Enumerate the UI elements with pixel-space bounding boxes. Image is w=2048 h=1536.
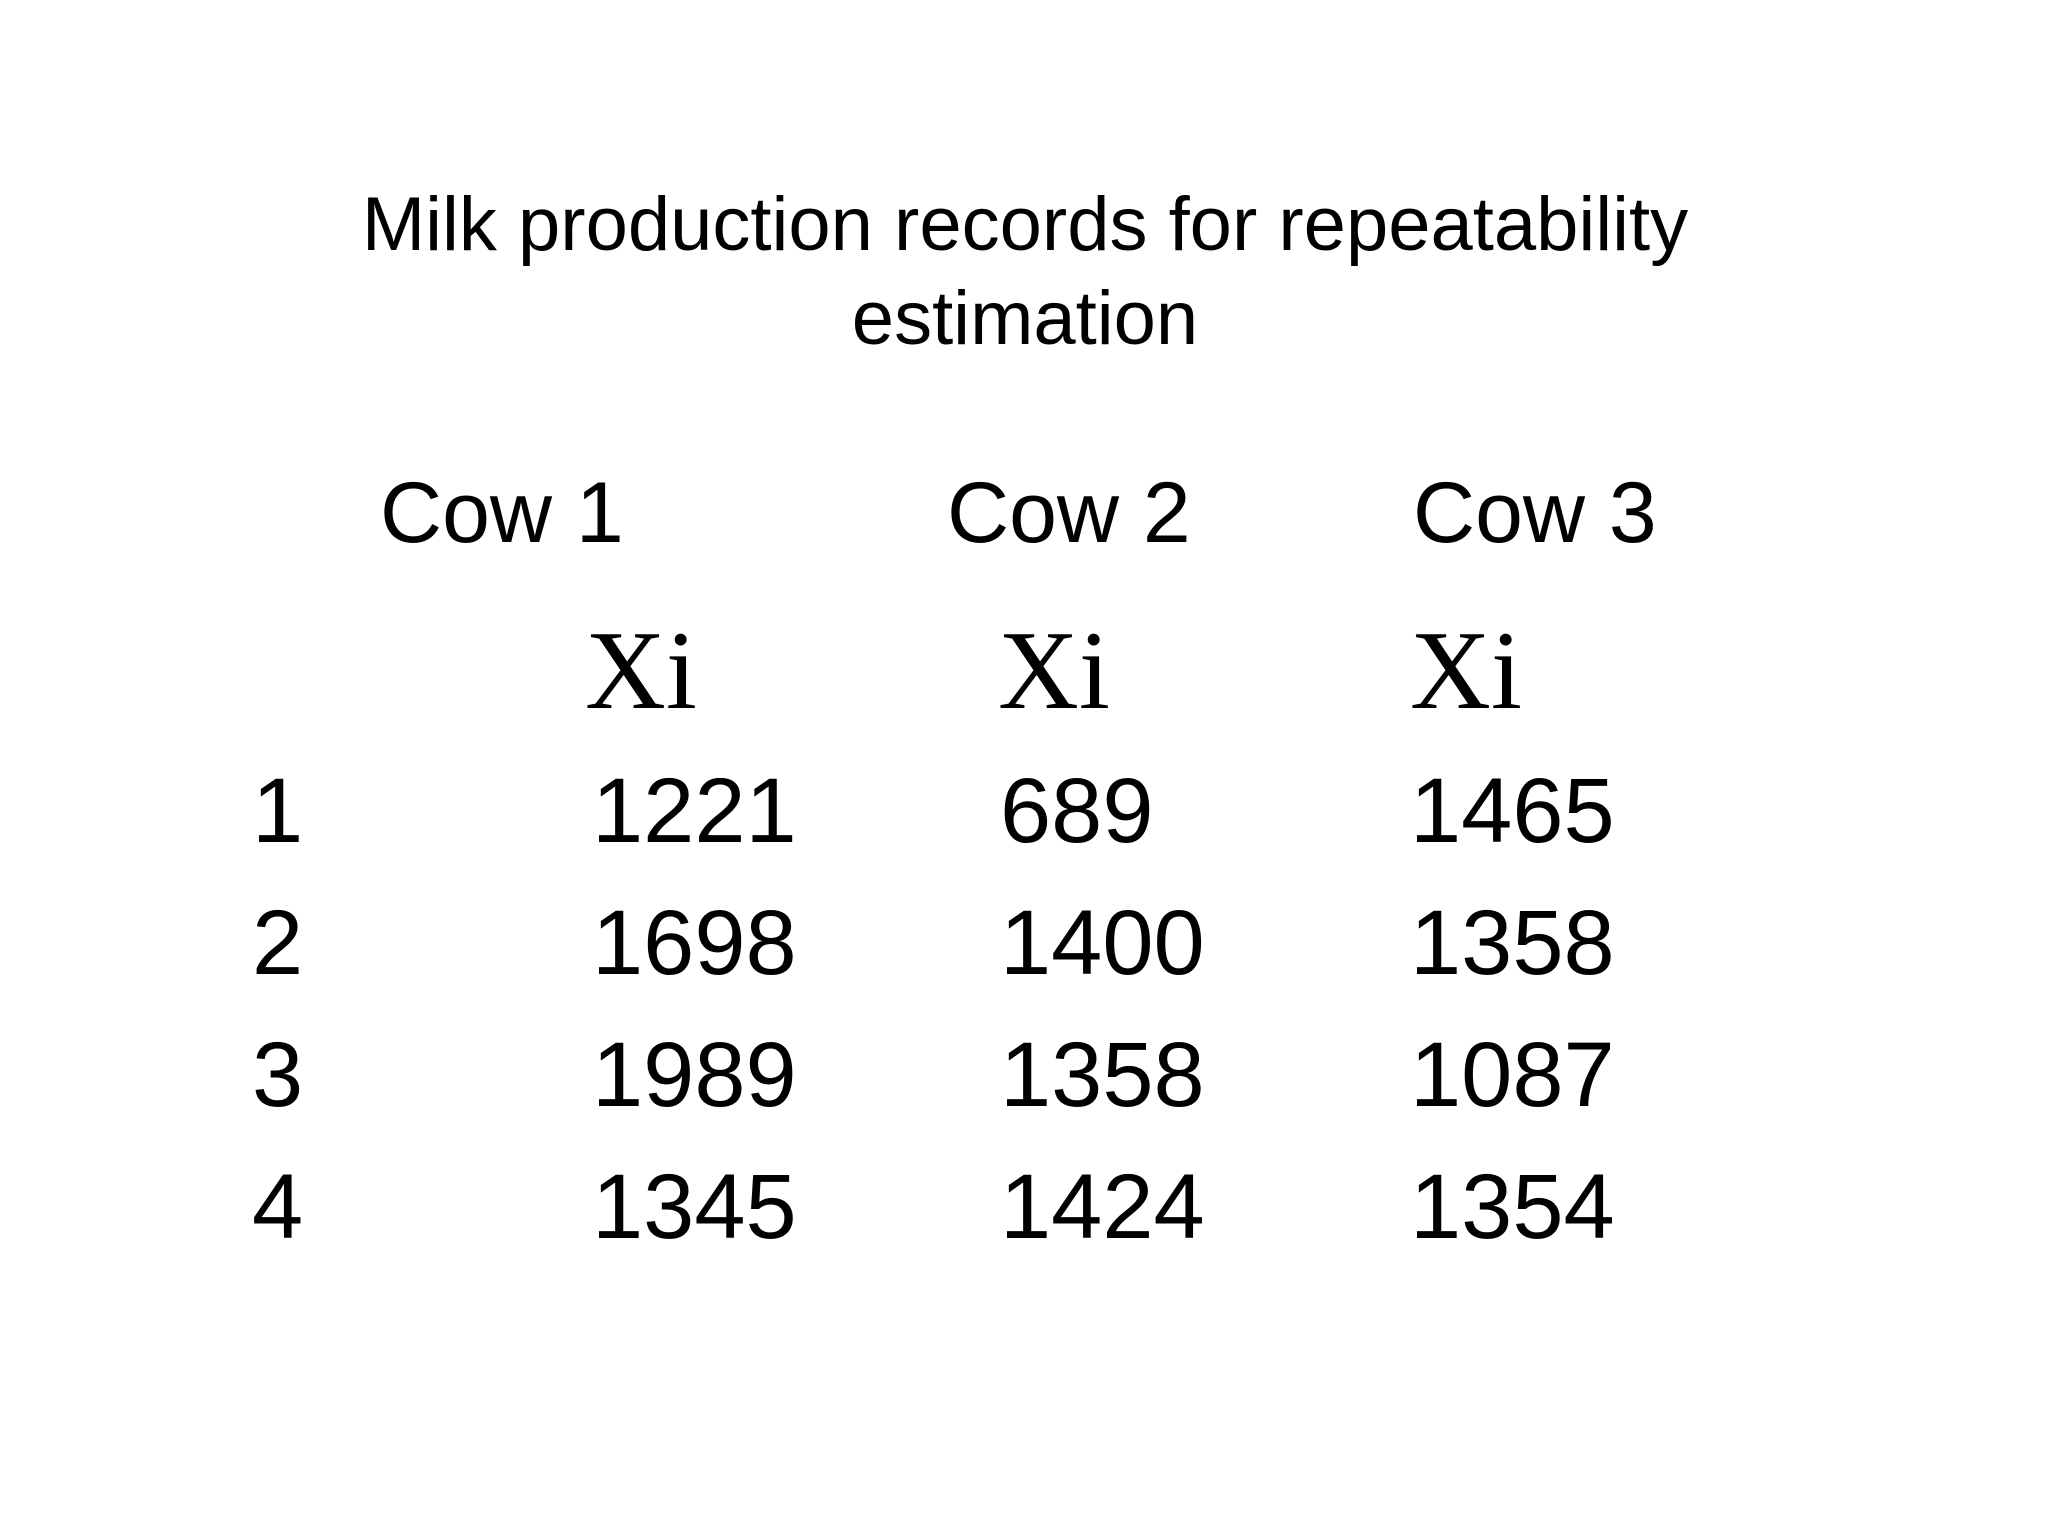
cow-2-value: 1424 [1000, 1156, 1205, 1258]
cow-1-value: 1698 [592, 892, 797, 994]
cow-2-value: 689 [1000, 760, 1154, 862]
record-number: 4 [252, 1156, 304, 1258]
cow-1-header: Cow 1 [380, 465, 624, 561]
cow-3-value: 1465 [1410, 760, 1615, 862]
cow-2-value: 1400 [1000, 892, 1205, 994]
cow-2-xi-subheader: Xi [998, 609, 1110, 733]
cow-1-value: 1989 [592, 1024, 797, 1126]
cow-2-header: Cow 2 [947, 465, 1191, 561]
record-number: 3 [252, 1024, 304, 1126]
cow-1-value: 1345 [592, 1156, 797, 1258]
cow-1-xi-subheader: Xi [585, 609, 697, 733]
cow-3-value: 1358 [1410, 892, 1615, 994]
cow-3-value: 1087 [1410, 1024, 1615, 1126]
cow-1-value: 1221 [592, 760, 797, 862]
cow-2-value: 1358 [1000, 1024, 1205, 1126]
record-number: 2 [252, 892, 304, 994]
record-number: 1 [252, 760, 304, 862]
cow-3-xi-subheader: Xi [1410, 609, 1522, 733]
cow-3-value: 1354 [1410, 1156, 1615, 1258]
slide-title: Milk production records for repeatabilit… [200, 178, 1850, 366]
slide-title-line-1: Milk production records for repeatabilit… [361, 182, 1689, 267]
cow-3-header: Cow 3 [1413, 465, 1657, 561]
slide-title-line-2: estimation [851, 276, 1199, 361]
